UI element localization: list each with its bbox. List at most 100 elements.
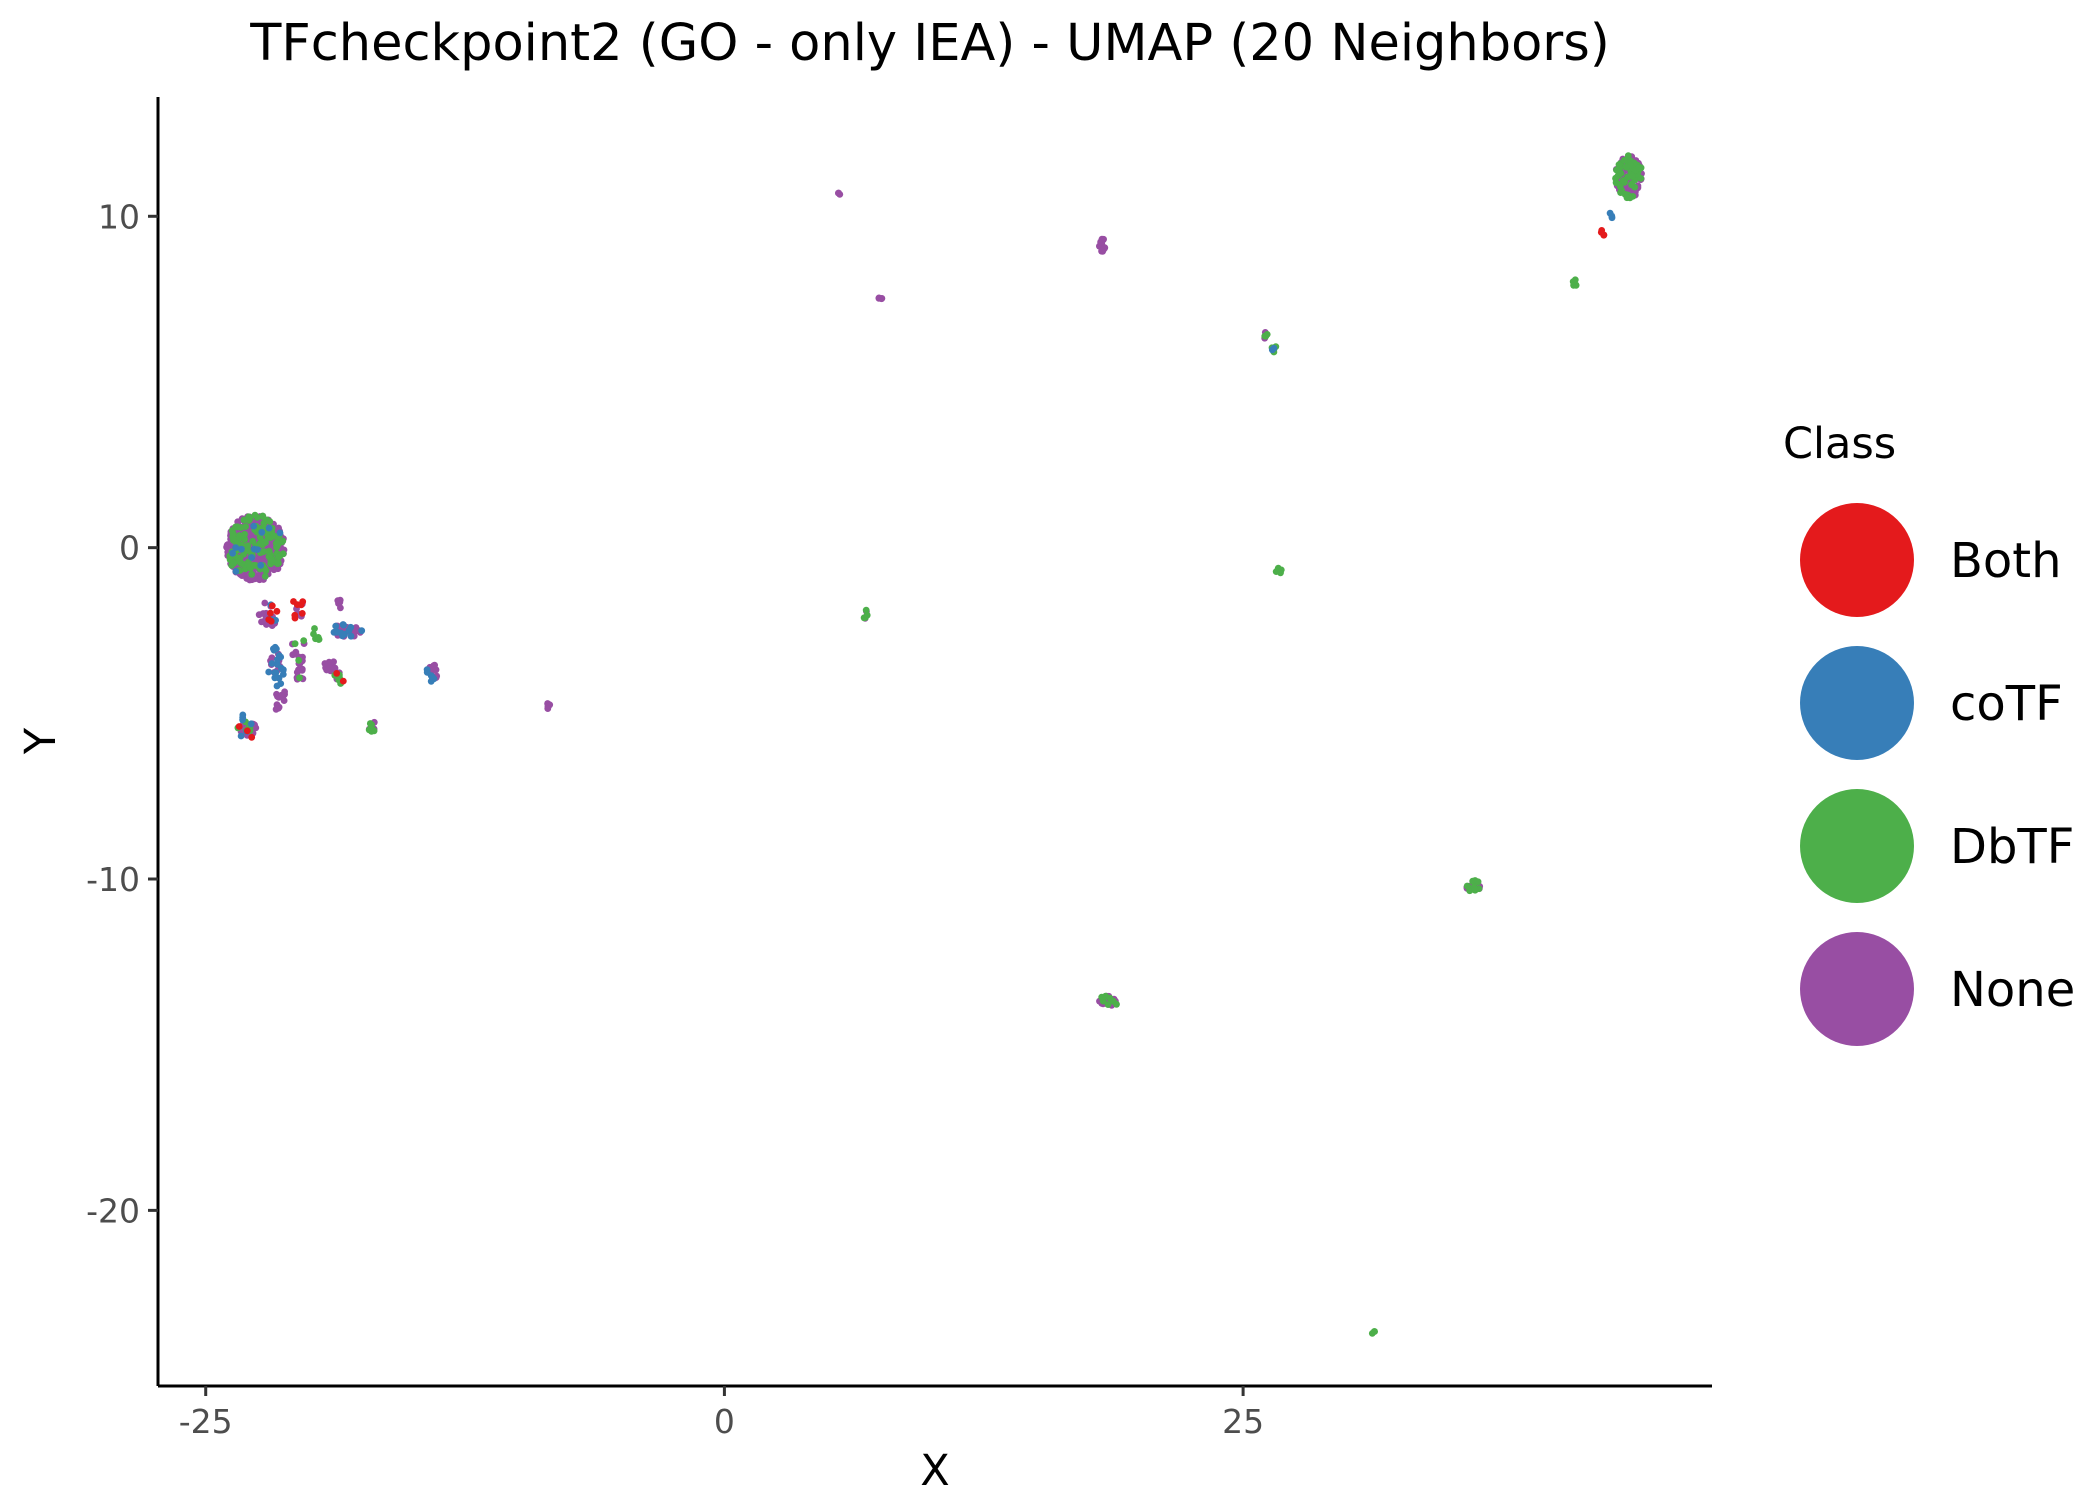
point-cotf [347,623,355,631]
point-dbtf [295,656,303,664]
points-layer [223,152,1645,1337]
point-cotf [237,732,245,740]
point-dbtf [1371,1328,1378,1335]
point-cotf [247,720,255,728]
point-none [298,666,306,674]
point-none [275,704,282,712]
y-tick-label: -10 [86,860,140,899]
point-cotf [358,627,366,635]
y-tick-label: -20 [86,1191,140,1230]
point-dbtf [265,547,273,555]
y-tick-label: 0 [119,529,140,568]
legend: Class Both coTF DbTF None [1783,419,2075,1046]
point-dbtf [1623,194,1631,202]
y-tick-label: 10 [98,197,140,236]
point-none [331,664,339,672]
point-cotf [1270,344,1278,352]
point-cotf [229,549,237,557]
point-dbtf [1637,175,1645,182]
point-cotf [254,546,261,553]
point-both [333,670,341,677]
point-dbtf [1620,156,1628,164]
point-dbtf [300,637,308,644]
legend-label-both: Both [1950,533,2062,589]
point-cotf [427,677,435,685]
point-dbtf [236,532,243,539]
x-tick-label: 0 [714,1402,735,1441]
y-axis-title: Y [16,727,66,755]
point-none [336,596,344,604]
point-cotf [273,682,281,690]
point-cotf [340,621,347,629]
point-dbtf [1262,332,1270,340]
point-cotf [265,668,273,676]
point-none [321,660,329,667]
point-none [261,599,269,607]
point-cotf [238,545,245,553]
point-dbtf [232,523,240,531]
point-dbtf [1106,994,1114,1002]
point-none [431,661,438,669]
point-both [298,610,306,617]
point-dbtf [1624,152,1632,160]
point-dbtf [252,562,260,569]
point-none [260,556,267,563]
point-both [290,598,297,605]
point-cotf [268,660,276,667]
legend-label-dbtf: DbTF [1950,819,2074,875]
point-none [1100,235,1107,243]
point-cotf [271,669,279,677]
point-none [289,651,297,659]
point-none [279,693,287,701]
point-cotf [271,674,279,682]
point-none [256,576,263,584]
x-axis-title: X [920,1446,949,1496]
point-dbtf [1615,161,1623,169]
point-dbtf [261,538,268,546]
point-dbtf [245,513,253,521]
point-dbtf [270,532,278,540]
point-dbtf [237,524,245,531]
point-cotf [250,522,258,530]
point-dbtf [261,573,269,580]
point-dbtf [1617,170,1625,177]
point-dbtf [1104,1001,1112,1008]
point-dbtf [1277,566,1285,574]
point-dbtf [259,548,267,556]
point-dbtf [310,630,317,638]
x-tick-label: -25 [179,1402,233,1441]
point-dbtf [863,611,871,619]
point-dbtf [291,640,299,648]
point-both [268,602,276,610]
point-both [339,677,347,685]
point-dbtf [229,530,237,538]
point-dbtf [1635,164,1643,172]
point-dbtf [248,570,256,578]
legend-key-dbtf [1800,789,1914,903]
point-dbtf [1612,174,1620,182]
point-dbtf [1113,1000,1120,1008]
point-dbtf [1471,886,1479,894]
point-dbtf [1616,183,1624,190]
legend-key-both [1800,503,1914,617]
legend-label-none: None [1950,962,2075,1018]
point-dbtf [241,536,249,543]
point-cotf [232,544,240,551]
point-cotf [239,711,247,719]
point-dbtf [228,561,236,569]
point-both [265,616,273,623]
point-dbtf [1469,877,1477,885]
point-cotf [265,524,273,532]
point-cotf [333,628,341,636]
point-dbtf [226,556,234,563]
point-dbtf [274,540,282,548]
point-none [835,189,842,197]
x-axis-ticks: -25 0 25 [179,1386,1264,1441]
point-dbtf [244,561,252,568]
point-cotf [341,630,348,638]
point-none [281,688,288,696]
point-dbtf [243,546,251,554]
legend-items: Both coTF DbTF None [1800,503,2075,1046]
point-none [323,666,331,674]
point-both [235,723,243,730]
